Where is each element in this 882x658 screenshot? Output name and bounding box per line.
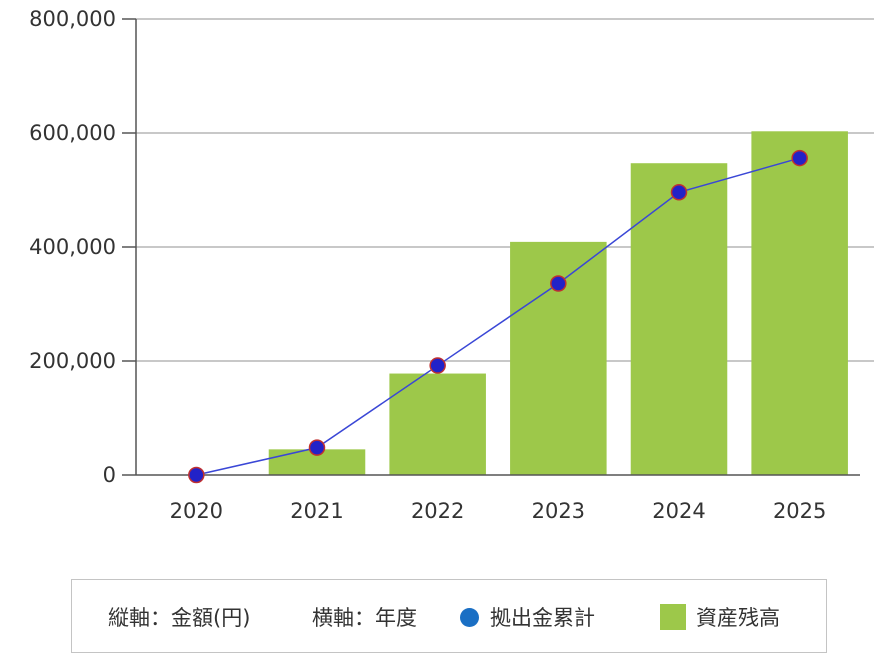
x-tick-label: 2022 (411, 499, 464, 523)
y-tick-label: 800,000 (29, 7, 116, 31)
bar (751, 131, 848, 476)
line-series (196, 157, 800, 476)
y-tick-label: 400,000 (29, 235, 116, 259)
bar (630, 163, 728, 475)
line-point (188, 466, 205, 484)
legend-bar-swatch-icon (660, 604, 686, 630)
x-tick-label: 2023 (532, 499, 585, 523)
legend-bar-label: 資産残高 (696, 606, 780, 630)
legend-x-axis-note: 横軸：年度 (312, 606, 417, 630)
line-point (550, 275, 567, 292)
chart: 0 200,000 400,000 600,000 800,000 2020 2021 202… (29, 7, 874, 523)
line-point (670, 184, 688, 201)
y-tick-label: 200,000 (29, 349, 116, 373)
line-point (308, 439, 326, 456)
bar (389, 373, 486, 475)
x-tick-label: 2020 (170, 499, 223, 523)
x-tick-label: 2025 (773, 499, 826, 523)
legend-line-marker-icon (460, 608, 479, 627)
x-tick-label: 2021 (290, 499, 343, 523)
y-tick-label: 600,000 (29, 121, 116, 145)
line-point (791, 149, 808, 167)
line-point (429, 357, 446, 374)
legend-line-label: 拠出金累計 (490, 606, 595, 630)
legend: 縦軸：金額(円) 横軸：年度 拠出金累計 資産残高 (71, 579, 827, 653)
x-tick-label: 2024 (652, 499, 705, 523)
y-tick-label: 0 (103, 463, 116, 487)
legend-y-axis-note: 縦軸：金額(円) (108, 606, 251, 630)
